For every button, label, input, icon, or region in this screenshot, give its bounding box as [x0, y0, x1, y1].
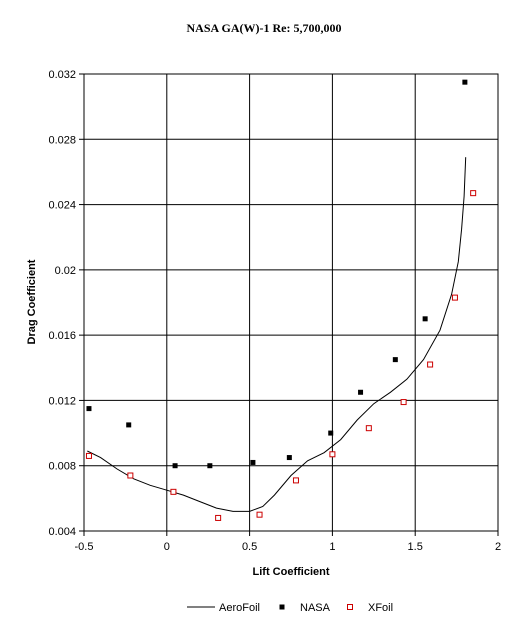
xfoil-point [215, 514, 222, 521]
grid [79, 73, 499, 536]
chart-title: NASA GA(W)-1 Re: 5,700,000 [187, 21, 342, 35]
nasa-point [172, 463, 178, 469]
xfoil-point [329, 451, 336, 458]
nasa-point [126, 422, 132, 428]
nasa-legend-label: NASA [300, 602, 331, 614]
xfoil-point [256, 511, 263, 518]
nasa-point [462, 79, 468, 85]
xfoil-point [85, 452, 92, 459]
y-tick-label: 0.02 [55, 265, 76, 277]
tick-labels: -0.5 0 0.5 1 1.5 2 0.004 0.008 0.012 0.016 0.02 0.0… [48, 69, 501, 553]
xfoil-point [292, 477, 299, 484]
y-tick-label: 0.032 [48, 69, 76, 81]
y-axis-title: Drag Coefficient [26, 259, 38, 344]
aerofoil-series-line [87, 157, 467, 512]
plot-area-border [83, 73, 499, 532]
aerofoil-legend-label: AeroFoil [219, 602, 260, 614]
nasa-legend-swatch [279, 604, 285, 610]
series [85, 79, 477, 521]
y-tick-label: 0.028 [48, 134, 76, 146]
y-tick-label: 0.012 [48, 395, 76, 407]
nasa-point [422, 316, 428, 322]
nasa-point [207, 463, 213, 469]
x-tick-label: 0 [164, 541, 170, 553]
y-tick-label: 0.024 [48, 200, 76, 212]
x-tick-label: 2 [495, 541, 501, 553]
nasa-point [250, 459, 256, 465]
nasa-point [86, 406, 92, 412]
x-axis-title: Lift Coefficient [253, 566, 330, 578]
xfoil-legend-swatch [347, 604, 353, 610]
y-tick-label: 0.004 [48, 526, 76, 538]
xfoil-point [170, 488, 177, 495]
xfoil-point [451, 294, 458, 301]
y-tick-label: 0.008 [48, 461, 76, 473]
y-tick-label: 0.016 [48, 330, 76, 342]
nasa-point [328, 430, 334, 436]
xfoil-point [127, 472, 134, 479]
x-tick-label: 1 [329, 541, 335, 553]
xfoil-point [470, 190, 477, 197]
xfoil-point [365, 425, 372, 432]
nasa-point [286, 455, 292, 461]
nasa-point [392, 357, 398, 363]
nasa-point [358, 389, 364, 395]
x-tick-label: 0.5 [242, 541, 257, 553]
x-tick-label: -0.5 [75, 541, 94, 553]
xfoil-point [400, 399, 407, 406]
x-tick-label: 1.5 [408, 541, 423, 553]
xfoil-point [427, 361, 434, 368]
xfoil-legend-label: XFoil [368, 602, 393, 614]
legend: AeroFoil NASA XFoil [187, 602, 393, 614]
